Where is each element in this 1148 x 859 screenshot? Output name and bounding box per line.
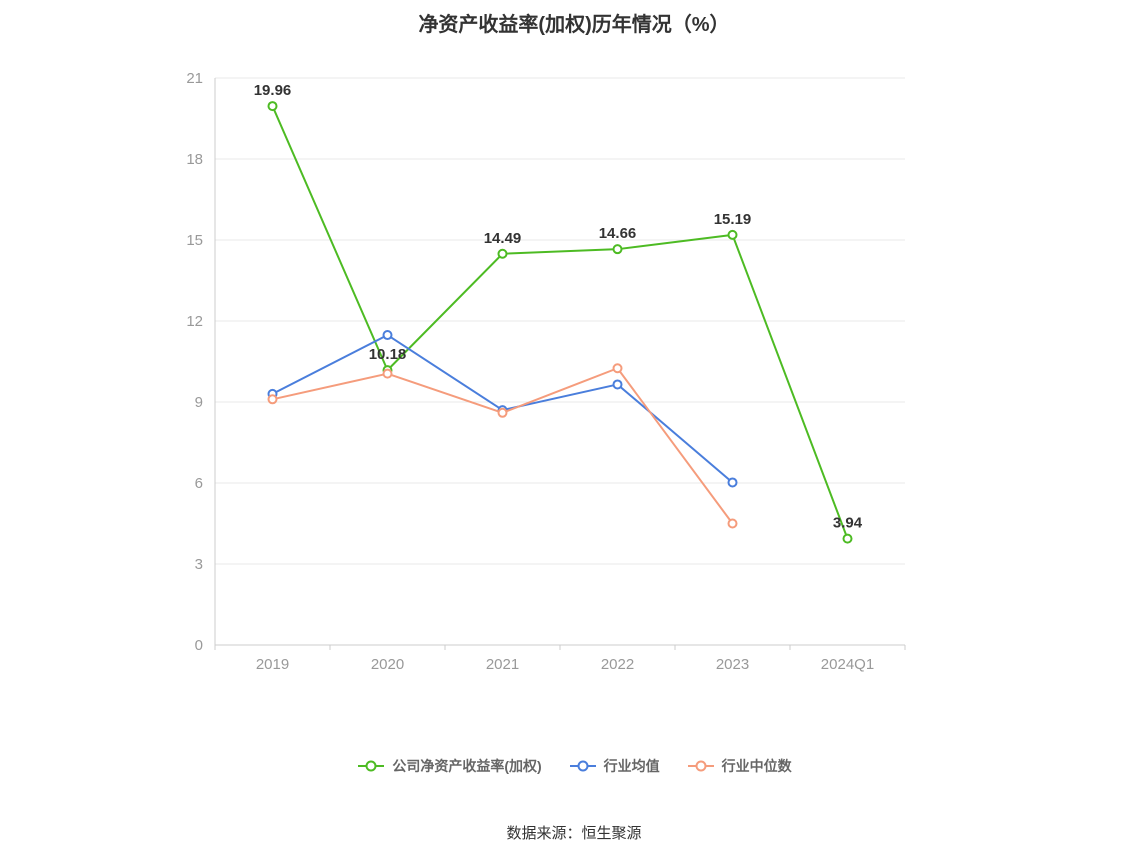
data-point-label: 3.94 [833, 515, 863, 532]
data-point[interactable] [727, 518, 738, 529]
data-point[interactable] [612, 379, 623, 390]
data-source: 数据来源：恒生聚源 [506, 825, 642, 842]
x-tick-label: 2023 [716, 656, 749, 673]
line-chart: 0 3 6 9 12 15 18 21 2019 2020 2021 2022 2023 2024Q1 19… [186, 70, 906, 673]
data-point[interactable] [497, 407, 508, 418]
x-tick-label: 2020 [371, 656, 404, 673]
data-point[interactable] [267, 394, 278, 405]
x-tick-label: 2019 [256, 656, 289, 673]
legend-label: 行业均值 [603, 758, 660, 774]
series-公司净资产收益率(加权): 19.96 10.18 14.49 14.66 15.19 3.94 [254, 82, 863, 544]
axes [214, 78, 906, 650]
legend-item[interactable]: 行业中位数 [686, 756, 792, 776]
x-tick-label: 2024Q1 [821, 656, 874, 673]
data-point[interactable] [267, 101, 278, 112]
data-point[interactable] [612, 363, 623, 374]
y-tick-label: 0 [195, 637, 203, 654]
data-point-label: 14.49 [484, 230, 522, 247]
data-point[interactable] [382, 330, 393, 341]
y-tick-label: 3 [195, 556, 203, 573]
legend-item[interactable]: 公司净资产收益率(加权) [356, 756, 542, 776]
grid-lines [215, 77, 905, 565]
y-tick-label: 18 [186, 151, 203, 168]
data-point-label: 10.18 [369, 346, 407, 363]
data-point[interactable] [497, 248, 508, 259]
legend-marker-icon [687, 760, 714, 772]
series-行业中位数 [267, 363, 738, 529]
legend-label: 行业中位数 [721, 758, 792, 774]
data-point[interactable] [842, 533, 853, 544]
x-tick-label: 2022 [601, 656, 634, 673]
tick-labels: 0 3 6 9 12 15 18 21 2019 2020 2021 2022 2023 2024Q1 [186, 70, 874, 673]
y-tick-label: 12 [186, 313, 203, 330]
y-tick-label: 15 [186, 232, 203, 249]
x-tick-label: 2021 [486, 656, 519, 673]
legend-item[interactable]: 行业均值 [568, 756, 660, 776]
legend-marker-icon [569, 760, 596, 772]
data-point-label: 14.66 [599, 225, 637, 242]
data-point[interactable] [382, 368, 393, 379]
data-point[interactable] [727, 229, 738, 240]
legend-label: 公司净资产收益率(加权) [392, 758, 542, 774]
y-tick-label: 6 [195, 475, 203, 492]
data-point-label: 19.96 [254, 82, 292, 99]
data-point-label: 15.19 [714, 211, 752, 228]
y-tick-label: 9 [195, 394, 203, 411]
chart-title: 净资产收益率(加权)历年情况（%） [418, 14, 730, 36]
y-tick-label: 21 [186, 70, 203, 87]
data-point[interactable] [727, 477, 738, 488]
chart-legend: 公司净资产收益率(加权) 行业均值 行业中位数 [0, 756, 1148, 776]
legend-marker-icon [358, 760, 385, 772]
data-point[interactable] [612, 244, 623, 255]
